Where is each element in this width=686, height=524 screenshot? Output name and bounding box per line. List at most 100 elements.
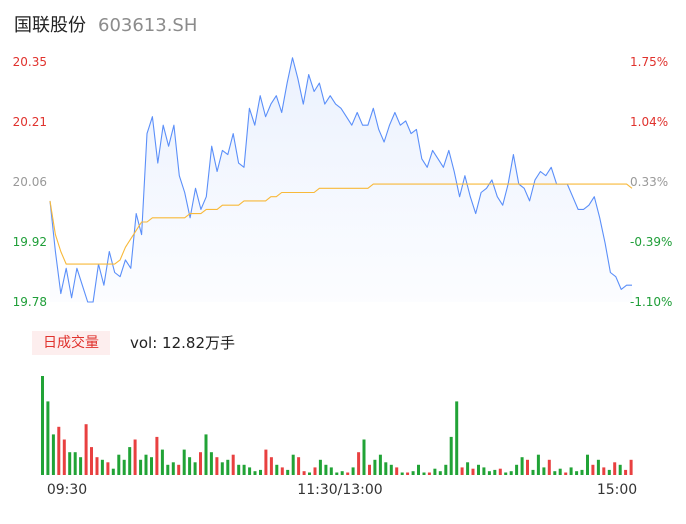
volume-bar [520, 457, 524, 475]
volume-bar [509, 471, 513, 475]
volume-bar [291, 454, 295, 475]
volume-bar [111, 468, 115, 475]
volume-bar [466, 462, 470, 475]
volume-bar [318, 459, 322, 475]
volume-bar [384, 462, 388, 475]
volume-bar [68, 452, 72, 475]
volume-bar [128, 447, 132, 475]
volume-readout: vol: 12.82万手 [130, 334, 235, 352]
volume-bar [237, 464, 241, 475]
x-tick: 15:00 [597, 482, 637, 498]
price-series-line [49, 57, 632, 303]
volume-bar [433, 468, 437, 475]
volume-bar [629, 459, 633, 475]
volume-bar [438, 471, 442, 475]
volume-bar [389, 464, 393, 475]
stock-name: 国联股份 [14, 15, 86, 36]
y-right-tick: 1.04% [630, 115, 668, 129]
volume-bar [215, 457, 219, 475]
volume-bar [531, 469, 535, 475]
volume-bar [122, 459, 126, 475]
volume-bar [547, 459, 551, 475]
volume-bar [400, 472, 404, 475]
volume-bar [586, 454, 589, 475]
volume-bar [79, 457, 83, 475]
volume-bar [596, 459, 600, 475]
volume-bar [378, 454, 382, 475]
volume-bar [482, 467, 486, 475]
volume-bar [220, 462, 224, 475]
volume-bar [269, 457, 273, 475]
volume-bar [253, 471, 257, 475]
volume-bar [100, 459, 104, 475]
daily-volume-tab[interactable]: 日成交量 [32, 331, 110, 355]
price-line-group [49, 57, 632, 303]
y-right-tick: 0.33% [630, 175, 668, 189]
volume-bar [569, 467, 573, 475]
volume-bar [280, 467, 284, 475]
volume-bar [209, 452, 213, 475]
volume-bar [368, 464, 371, 475]
volume-bar [602, 467, 606, 475]
volume-bar [286, 469, 290, 475]
y-left-tick: 19.78 [13, 295, 47, 309]
volume-bar [242, 464, 246, 475]
volume-bar [362, 439, 366, 475]
y-right-tick: -1.10% [630, 295, 672, 309]
price-area [50, 57, 632, 302]
volume-bar [84, 424, 88, 475]
x-tick: 11:30/13:00 [297, 482, 382, 498]
volume-bar [515, 464, 519, 475]
y-right-tick: 1.75% [630, 55, 668, 69]
volume-bar [487, 471, 491, 475]
volume-bar [460, 467, 464, 475]
volume-bar [580, 469, 584, 475]
volume-bar [231, 454, 235, 475]
volume-bar [248, 467, 252, 475]
volume-bar [177, 464, 181, 475]
volume-bar [351, 467, 355, 475]
price-area-fill [50, 57, 632, 302]
volume-bar [455, 401, 459, 475]
volume-bar [498, 468, 502, 475]
volume-bar [139, 459, 143, 475]
volume-bar [308, 472, 311, 475]
y-left-tick: 20.06 [13, 175, 47, 189]
volume-bar [613, 462, 617, 475]
volume-bar [155, 436, 159, 475]
volume-bar [417, 464, 420, 475]
volume-bar [171, 462, 175, 475]
volume-bar [166, 464, 170, 475]
volume-bar [564, 472, 568, 475]
volume-bar [422, 472, 426, 475]
avg-line-group [49, 183, 633, 265]
volume-bar [607, 469, 611, 475]
volume-bar [188, 457, 192, 475]
y-left-tick: 20.21 [13, 115, 47, 129]
volume-bar [193, 462, 197, 475]
volume-bar [504, 472, 508, 475]
volume-bar [117, 454, 121, 475]
volume-bar [411, 471, 415, 475]
volume-bar [150, 457, 153, 475]
volume-bar [553, 471, 557, 475]
volume-bar [542, 467, 546, 475]
volume-bar [536, 454, 540, 475]
volume-bar [226, 459, 230, 475]
volume-bar [427, 472, 431, 475]
volume-bar [297, 457, 301, 475]
y-right-tick: -0.39% [630, 235, 672, 249]
volume-bar [618, 464, 622, 475]
volume-bar [357, 452, 361, 475]
volume-bar [471, 468, 475, 475]
volume-bar [449, 436, 453, 475]
y-left-tick: 19.92 [13, 235, 47, 249]
x-tick: 09:30 [47, 482, 87, 498]
volume-bar [46, 401, 50, 475]
volume-bar [133, 439, 137, 475]
volume-bar [324, 464, 328, 475]
volume-bar [329, 467, 333, 475]
volume-bar [182, 449, 186, 475]
y-left-tick: 20.35 [13, 55, 47, 69]
